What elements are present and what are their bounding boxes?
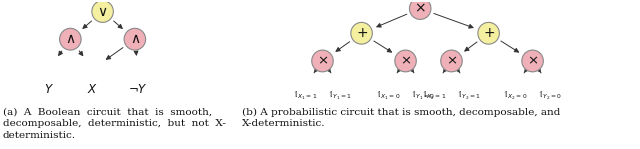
Text: $+$: $+$ <box>355 26 367 40</box>
Circle shape <box>522 50 543 72</box>
Text: $\wedge$: $\wedge$ <box>65 32 76 46</box>
Text: (b) A probabilistic circuit that is smooth, decomposable, and: (b) A probabilistic circuit that is smoo… <box>243 107 561 117</box>
Text: $\mathbb{1}_{X_1=1}$: $\mathbb{1}_{X_1=1}$ <box>292 89 317 102</box>
Text: $\times$: $\times$ <box>414 1 426 15</box>
Text: $\wedge$: $\wedge$ <box>130 32 140 46</box>
Text: $\mathbb{1}_{Y_1=1}$: $\mathbb{1}_{Y_1=1}$ <box>328 89 352 102</box>
Text: $\mathbb{1}_{Y_2=0}$: $\mathbb{1}_{Y_2=0}$ <box>538 89 562 102</box>
Text: $+$: $+$ <box>483 26 495 40</box>
Circle shape <box>410 0 431 19</box>
Text: $\mathbb{1}_{X_2=1}$: $\mathbb{1}_{X_2=1}$ <box>422 89 446 102</box>
Text: $\times$: $\times$ <box>400 55 411 67</box>
Text: $\times$: $\times$ <box>317 55 328 67</box>
Circle shape <box>124 28 146 50</box>
Text: $\times$: $\times$ <box>446 55 457 67</box>
Text: decomposable,  deterministic,  but  not  X-: decomposable, deterministic, but not X- <box>3 119 226 128</box>
Circle shape <box>60 28 81 50</box>
Text: $\mathbb{1}_{Y_1=0}$: $\mathbb{1}_{Y_1=0}$ <box>411 89 435 102</box>
Circle shape <box>441 50 462 72</box>
Circle shape <box>478 22 499 44</box>
Text: $\vee$: $\vee$ <box>97 4 108 18</box>
Text: X-deterministic.: X-deterministic. <box>243 119 326 128</box>
Text: $\mathbb{1}_{X_2=0}$: $\mathbb{1}_{X_2=0}$ <box>503 89 527 102</box>
Text: $\mathbb{1}_{X_1=0}$: $\mathbb{1}_{X_1=0}$ <box>376 89 400 102</box>
Text: $Y$: $Y$ <box>44 83 54 96</box>
Text: $\mathbb{1}_{Y_2=1}$: $\mathbb{1}_{Y_2=1}$ <box>457 89 481 102</box>
Text: deterministic.: deterministic. <box>3 131 76 140</box>
Text: $X$: $X$ <box>88 83 98 96</box>
Text: $\times$: $\times$ <box>527 55 538 67</box>
Text: (a)  A  Boolean  circuit  that  is  smooth,: (a) A Boolean circuit that is smooth, <box>3 107 212 117</box>
Circle shape <box>92 1 113 22</box>
Circle shape <box>312 50 333 72</box>
Circle shape <box>351 22 372 44</box>
Circle shape <box>395 50 416 72</box>
Text: $\neg Y$: $\neg Y$ <box>128 83 148 96</box>
